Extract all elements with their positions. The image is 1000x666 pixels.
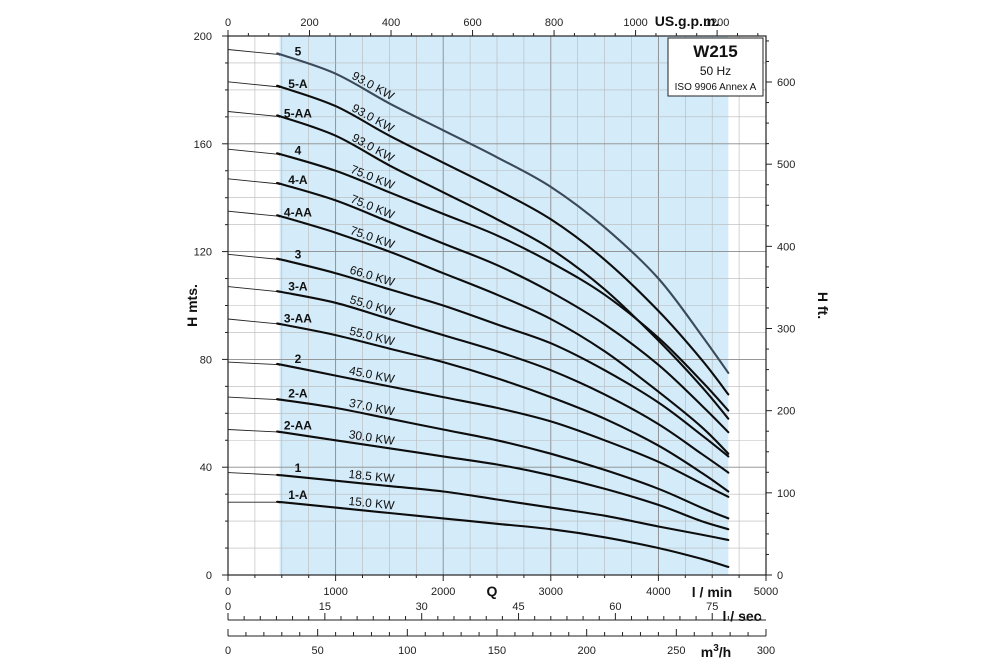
power-label-1-A: 15.0 KW	[348, 494, 396, 513]
curve-4	[276, 152, 730, 412]
x-m3h-tick-label: 0	[225, 645, 231, 657]
y-tick-label: 120	[194, 247, 212, 259]
x-m3h-tick-label: 250	[667, 645, 685, 657]
curve-5-AA-extension	[227, 111, 280, 118]
curve-4-AA	[276, 214, 730, 455]
x-m3h-tick-label: 150	[488, 645, 506, 657]
x-tick-label: 2000	[431, 586, 455, 598]
x-top-tick-label: 0	[225, 17, 231, 29]
curve-label-1-A: 1-A	[288, 488, 308, 502]
curve-label-3-AA: 3-AA	[284, 312, 312, 326]
curve-4-AA-extension	[227, 210, 280, 217]
curve-label-3-A: 3-A	[288, 279, 308, 293]
x-axis-title: Q	[487, 583, 498, 599]
y-tick-label: 80	[200, 354, 212, 366]
curve-1	[276, 473, 730, 542]
curve-label-3: 3	[295, 248, 302, 262]
x-m3h-unit: m3/h	[701, 643, 731, 660]
x-lsec-tick-label: 75	[706, 601, 718, 613]
y-right-tick-label: 600	[777, 77, 795, 89]
x-top-tick-label: 600	[463, 17, 481, 29]
curve-2-AA	[276, 430, 730, 531]
power-label-1: 18.5 KW	[348, 467, 396, 486]
x-top-tick-label: 1000	[623, 17, 647, 29]
curve-label-2-AA: 2-AA	[284, 419, 312, 433]
curve-3	[276, 257, 730, 458]
x-m3h-tick-label: 200	[577, 645, 595, 657]
y-tick-label: 200	[194, 31, 212, 43]
curve-4-A	[276, 181, 730, 434]
y-right-tick-label: 100	[777, 488, 795, 500]
curve-5-A-extension	[227, 81, 280, 88]
y-tick-label: 160	[194, 139, 212, 151]
info-box-frame	[667, 37, 764, 97]
curve-3-extension	[227, 253, 280, 260]
y-right-axis-title: H ft.	[815, 292, 831, 319]
y-axis-title: H mts.	[184, 284, 200, 327]
info-model: W215	[693, 42, 737, 61]
x-axis-unit: l / min	[692, 584, 732, 600]
curve-2	[276, 362, 730, 498]
curve-4-extension	[227, 148, 280, 155]
curve-label-5-AA: 5-AA	[284, 107, 312, 121]
y-tick-label: 40	[200, 462, 212, 474]
info-box: W215 50 Hz ISO 9906 Annex A	[667, 37, 764, 97]
y-right-tick-label: 200	[777, 406, 795, 418]
curve-label-5-A: 5-A	[288, 77, 308, 91]
power-label-2-AA: 30.0 KW	[348, 427, 396, 448]
curve-3-AA-extension	[227, 318, 280, 325]
curve-label-5: 5	[295, 45, 302, 59]
y-right-tick-label: 0	[777, 570, 783, 582]
x-top-tick-label: 800	[545, 17, 563, 29]
curve-5-A	[276, 84, 730, 396]
curve-5-AA	[276, 114, 730, 420]
y-right-tick-label: 400	[777, 241, 795, 253]
curve-3-A	[276, 290, 730, 474]
info-standard: ISO 9906 Annex A	[675, 82, 757, 93]
curve-label-1: 1	[295, 461, 302, 475]
x-m3h-tick-label: 100	[398, 645, 416, 657]
x-lsec-unit: l / sec	[723, 608, 762, 624]
y-right-tick-label: 300	[777, 324, 795, 336]
curve-2-A	[276, 398, 730, 520]
curve-label-2-A: 2-A	[288, 386, 308, 400]
x-tick-label: 4000	[646, 586, 670, 598]
curve-label-4-AA: 4-AA	[284, 205, 312, 219]
y-tick-label: 0	[206, 570, 212, 582]
curve-5-extension	[227, 49, 280, 56]
x-top-tick-label: 400	[382, 17, 400, 29]
curve-5	[276, 52, 730, 374]
info-frequency: 50 Hz	[700, 64, 731, 78]
x-tick-label: 5000	[754, 586, 778, 598]
curve-label-4-A: 4-A	[288, 173, 308, 187]
curve-4-A-extension	[227, 178, 280, 185]
x-tick-label: 3000	[539, 586, 563, 598]
curve-1-extension	[227, 472, 280, 476]
y-right-tick-label: 500	[777, 159, 795, 171]
x-lsec-tick-label: 60	[609, 601, 621, 613]
curve-2-A-extension	[227, 396, 280, 401]
x-lsec-tick-label: 30	[416, 601, 428, 613]
x-top-tick-label: 1200	[705, 17, 729, 29]
x-tick-label: 1000	[323, 586, 347, 598]
x-tick-label: 0	[225, 586, 231, 598]
curve-3-A-extension	[227, 286, 280, 293]
curve-label-4: 4	[295, 143, 302, 157]
x-top-tick-label: 200	[300, 17, 318, 29]
x-lsec-tick-label: 45	[512, 601, 524, 613]
x-m3h-tick-label: 300	[757, 645, 775, 657]
x-top-unit: US.g.p.m.	[655, 13, 720, 29]
curve-3-AA	[276, 322, 730, 493]
curve-label-2: 2	[295, 352, 302, 366]
curve-2-AA-extension	[227, 429, 280, 433]
x-lsec-tick-label: 0	[225, 601, 231, 613]
curve-2-extension	[227, 361, 280, 366]
x-m3h-tick-label: 50	[312, 645, 324, 657]
curve-1-A	[276, 500, 730, 568]
x-lsec-tick-label: 15	[319, 601, 331, 613]
